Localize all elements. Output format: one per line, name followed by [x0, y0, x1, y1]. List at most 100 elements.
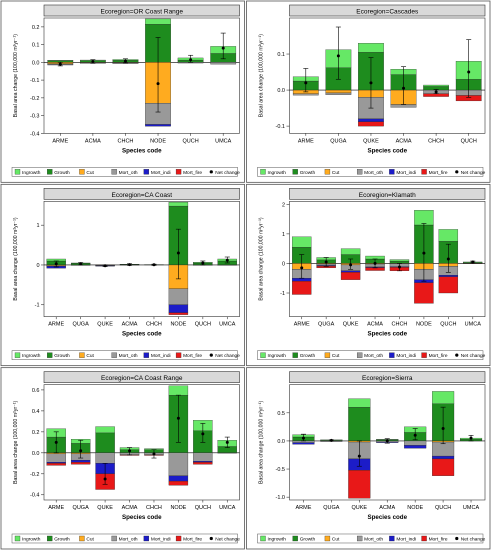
bar-segment-growth	[348, 407, 370, 441]
legend-label: Ingrowth	[268, 170, 287, 176]
y-tick-label: 0.1	[32, 43, 40, 49]
bar-segment-ingrowth	[358, 43, 383, 52]
net-change-point	[152, 263, 155, 266]
x-tick-label: ARME	[48, 505, 64, 511]
legend-swatch-mort-oth	[357, 353, 362, 358]
y-tick-label: 0.0	[277, 439, 285, 445]
legend-label: Growth	[54, 536, 70, 542]
legend-label: Ingrowth	[268, 536, 287, 542]
net-change-point	[59, 63, 62, 66]
bar-segment-ingrowth	[348, 399, 370, 407]
net-change-point	[471, 260, 474, 263]
legend-swatch-mort-fire	[422, 169, 427, 174]
bar-segment-mort-indi	[292, 278, 311, 281]
bar-segment-ingrowth	[423, 85, 448, 86]
legend-swatch-mort-fire	[422, 536, 427, 541]
bar-segment-growth	[390, 261, 409, 263]
y-tick-label: 0.6	[32, 388, 40, 394]
legend-swatch-mort-fire	[176, 169, 181, 174]
net-change-point	[201, 432, 204, 435]
legend-label: Ingrowth	[22, 170, 41, 176]
x-tick-label: ARME	[296, 505, 312, 511]
net-change-point	[79, 449, 82, 452]
bar-segment-mort-oth	[432, 442, 454, 456]
bar-segment-mort-oth	[404, 441, 426, 446]
y-tick-label: 2	[282, 202, 285, 208]
x-tick-label: NODE	[170, 322, 186, 328]
bar-segment-mort-oth	[326, 93, 351, 95]
net-change-point	[467, 71, 470, 74]
x-axis-label: Species code	[122, 147, 162, 154]
legend-swatch-net-change	[210, 170, 213, 173]
legend-label: Mort_oth	[119, 353, 138, 359]
plot-frame	[44, 201, 240, 316]
x-tick-label: QUCH	[440, 322, 456, 328]
legend-swatch-mort-indi	[389, 169, 394, 174]
net-change-point	[330, 439, 333, 442]
y-axis-label: Basal area change (100,000 m²yr⁻¹)	[13, 217, 19, 300]
bar-segment-mort-indi	[439, 275, 458, 276]
legend-swatch-net-change	[455, 170, 458, 173]
x-tick-label: ACMA	[122, 322, 138, 328]
bar-segment-mort-oth	[391, 104, 416, 107]
x-tick-label: CHCH	[392, 322, 408, 328]
y-tick-label: -1	[35, 303, 40, 309]
bar-segment-mort-fire	[169, 481, 188, 485]
legend-swatch-mort-oth	[112, 169, 117, 174]
legend-swatch-cut	[79, 536, 84, 541]
bar-segment-mort-oth	[169, 289, 188, 305]
bar-segment-mort-fire	[432, 459, 454, 476]
bar-segment-mort-fire	[348, 470, 370, 498]
x-tick-label: QUCH	[183, 138, 199, 144]
bar-segment-ingrowth	[48, 60, 73, 61]
bar-segment-ingrowth	[341, 249, 360, 255]
net-change-point	[128, 263, 131, 266]
net-change-point	[91, 60, 94, 63]
net-change-point	[189, 58, 192, 61]
bar-segment-ingrowth	[366, 256, 385, 259]
x-axis-label: Species code	[122, 514, 162, 521]
bar-segment-mort-indi	[432, 456, 454, 459]
net-change-point	[201, 261, 204, 264]
x-tick-label: NODE	[170, 505, 186, 511]
legend-label: Cut	[332, 353, 340, 359]
y-tick-label: -0.4	[30, 131, 39, 137]
bar-segment-ingrowth	[169, 202, 188, 206]
y-tick-label: -0.5	[276, 467, 285, 473]
legend-label: Net change	[461, 170, 486, 176]
x-tick-label: QUKE	[363, 138, 379, 144]
bar-segment-mort-oth	[293, 94, 318, 95]
bar-segment-ingrowth	[169, 386, 188, 395]
legend-label: Growth	[300, 353, 316, 359]
legend-swatch-cut	[325, 353, 330, 358]
bar-segment-mort-fire	[292, 281, 311, 294]
legend-swatch-cut	[79, 169, 84, 174]
x-tick-label: QUKE	[97, 505, 113, 511]
legend-label: Mort_oth	[364, 170, 383, 176]
legend-swatch-net-change	[455, 537, 458, 540]
legend-label: Mort_indi	[396, 353, 416, 359]
x-tick-label: QUGA	[330, 138, 347, 144]
x-tick-label: QUKE	[352, 505, 368, 511]
x-tick-label: QUCH	[195, 505, 211, 511]
bar-segment-mort-indi	[47, 462, 66, 463]
legend-label: Cut	[86, 170, 94, 176]
bar-segment-mort-fire	[423, 94, 448, 97]
legend-label: Net change	[461, 536, 486, 542]
x-axis-label: Species code	[122, 331, 162, 338]
bar-segment-ingrowth	[96, 427, 115, 433]
x-tick-label: QUCH	[195, 322, 211, 328]
x-tick-label: NODE	[416, 322, 432, 328]
bar-segment-mort-fire	[358, 122, 383, 126]
x-tick-label: ARME	[48, 322, 64, 328]
bar-segment-mort-indi	[358, 119, 383, 122]
legend-swatch-growth	[293, 353, 298, 358]
net-change-point	[337, 54, 340, 57]
net-change-point	[470, 437, 473, 440]
legend-swatch-mort-indi	[144, 536, 149, 541]
legend-swatch-cut	[325, 169, 330, 174]
net-change-point	[374, 262, 377, 265]
chart-panel: Ecoregion=OR Coast Range-0.4-0.3-0.2-0.1…	[1, 1, 245, 182]
